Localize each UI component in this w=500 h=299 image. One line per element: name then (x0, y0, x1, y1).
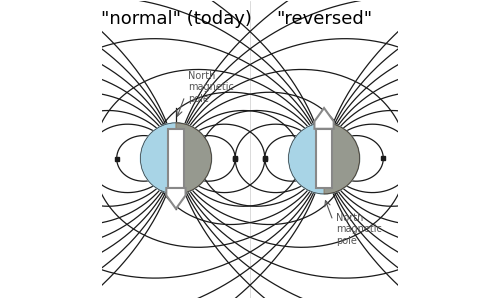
Text: North
magnetic
pole: North magnetic pole (336, 213, 382, 246)
Wedge shape (324, 123, 360, 194)
Circle shape (140, 123, 212, 194)
Text: "normal" (today): "normal" (today) (100, 10, 252, 28)
FancyBboxPatch shape (168, 129, 184, 188)
FancyBboxPatch shape (316, 129, 332, 188)
FancyArrow shape (166, 188, 186, 209)
Text: North
magnetic
pole: North magnetic pole (188, 71, 234, 104)
FancyArrow shape (314, 108, 334, 129)
Text: "reversed": "reversed" (276, 10, 372, 28)
Circle shape (288, 123, 360, 194)
Wedge shape (176, 123, 212, 194)
